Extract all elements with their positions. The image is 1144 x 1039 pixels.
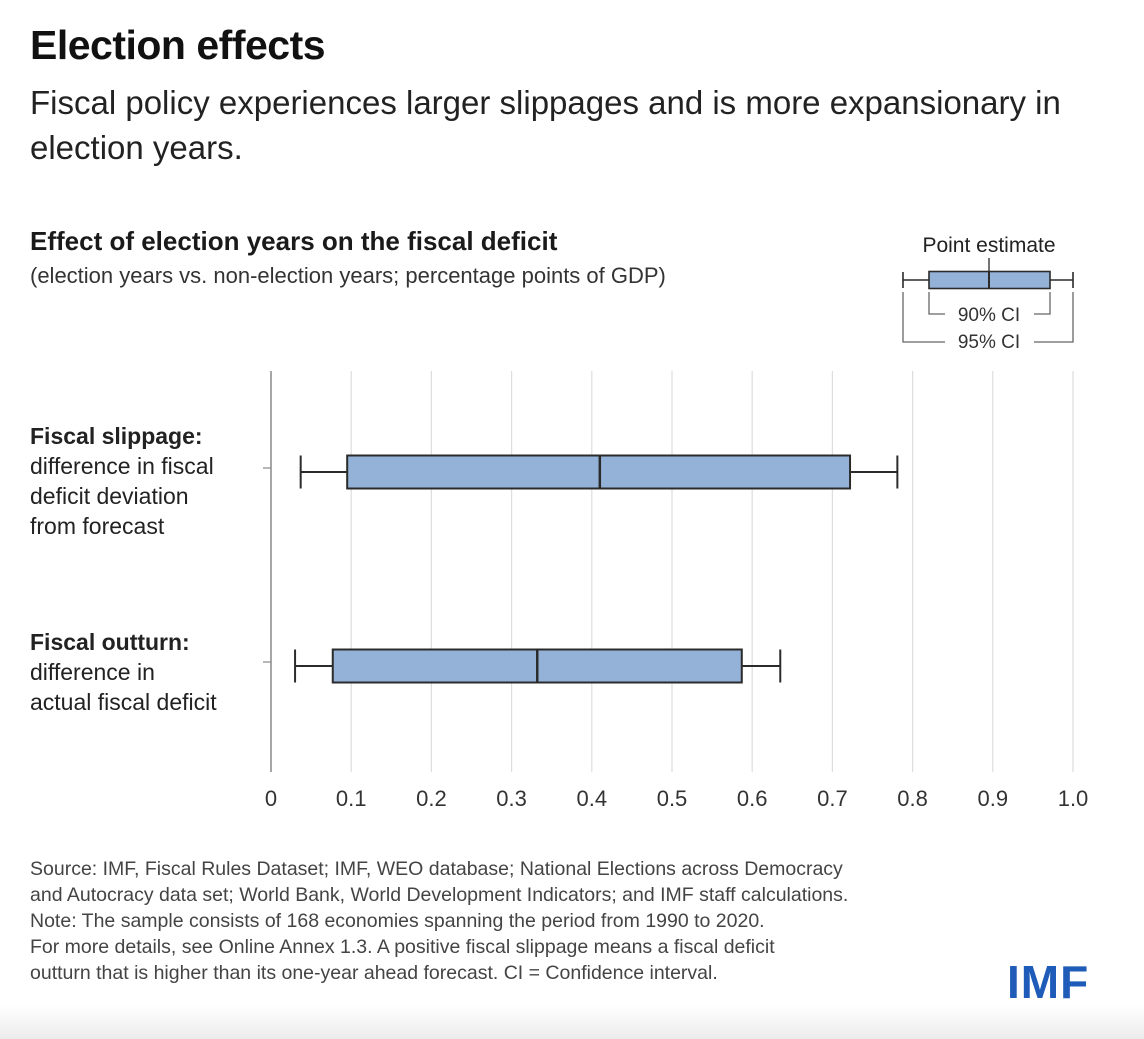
category-description: difference in: [30, 659, 155, 685]
x-tick-label: 0.7: [817, 786, 848, 811]
x-tick-label: 0.3: [496, 786, 527, 811]
category-description: deficit deviation: [30, 483, 189, 509]
note-line: outturn that is higher than its one-year…: [30, 962, 718, 984]
category-label-slippage: Fiscal slippage: difference in fiscal de…: [30, 421, 214, 541]
category-heading: Fiscal outturn:: [30, 629, 190, 655]
note-line: For more details, see Online Annex 1.3. …: [30, 936, 775, 958]
x-tick-label: 0.6: [737, 786, 768, 811]
x-tick-label: 0.5: [657, 786, 688, 811]
x-tick-label: 0.4: [577, 786, 608, 811]
page-subtitle: Fiscal policy experiences larger slippag…: [30, 84, 1061, 166]
x-tick-label: 0.9: [978, 786, 1009, 811]
x-tick-label: 0.8: [897, 786, 928, 811]
chart-title: Effect of election years on the fiscal d…: [30, 226, 558, 256]
category-description: actual fiscal deficit: [30, 689, 217, 715]
page-title: Election effects: [30, 22, 326, 68]
legend-ci95-bracket: [902, 292, 1074, 343]
category-description: difference in fiscal: [30, 453, 214, 479]
legend-ci90-bracket: [928, 292, 1051, 315]
note-line: Note: The sample consists of 168 economi…: [30, 910, 765, 932]
category-label-outturn: Fiscal outturn: difference in actual fis…: [30, 627, 217, 717]
imf-logo: IMF: [1007, 956, 1090, 1008]
category-description: from forecast: [30, 513, 165, 539]
x-tick-label: 1.0: [1058, 786, 1089, 811]
x-tick-label: 0.2: [416, 786, 447, 811]
source-notes: Source: IMF, Fiscal Rules Dataset; IMF, …: [30, 856, 848, 986]
chart-subtitle: (election years vs. non-election years; …: [30, 263, 666, 288]
x-tick-label: 0.1: [336, 786, 367, 811]
x-tick-label: 0: [265, 786, 277, 811]
legend-ci90-label: 90% CI: [958, 305, 1020, 326]
axes: 0 0.1 0.2 0.3 0.4 0.5 0.6 0.7 0.8 0.9 1.0: [263, 371, 1088, 811]
note-line: and Autocracy data set; World Bank, Worl…: [30, 884, 849, 906]
bottom-fade: [0, 1005, 1144, 1039]
boxes: [294, 454, 899, 684]
legend: Point estimate 90% CI 95% CI: [902, 234, 1074, 353]
legend-ci95-label: 95% CI: [958, 332, 1020, 353]
category-heading: Fiscal slippage:: [30, 423, 203, 449]
legend-point-estimate-label: Point estimate: [922, 234, 1055, 257]
note-line: Source: IMF, Fiscal Rules Dataset; IMF, …: [30, 858, 843, 880]
gridlines: [350, 371, 1074, 772]
